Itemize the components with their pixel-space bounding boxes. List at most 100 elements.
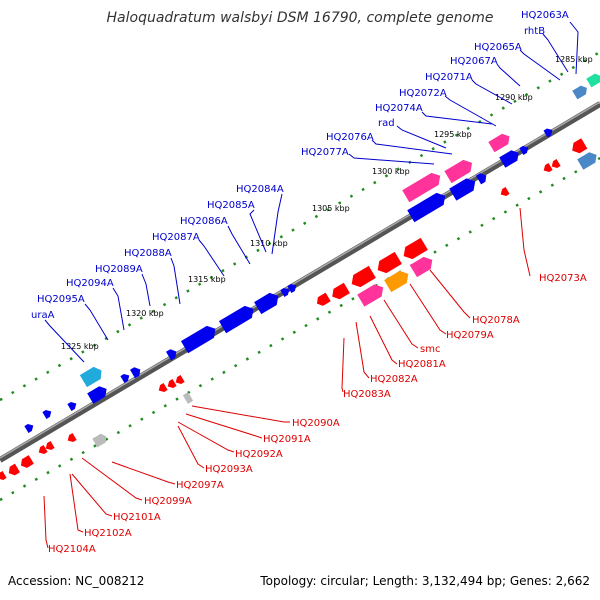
plus-strand-genes	[24, 73, 600, 433]
gene-arrow	[45, 441, 55, 450]
gene-label: HQ2088A	[124, 248, 172, 259]
gene-arrow	[332, 282, 350, 300]
gene-arrow	[167, 379, 177, 388]
gene-label: smc	[420, 344, 440, 355]
gene-label: HQ2063A	[521, 10, 569, 21]
gene-arrow	[38, 445, 48, 454]
gene-label: HQ2067A	[450, 56, 498, 67]
gene-arrow	[158, 383, 168, 392]
gene-arrow	[377, 251, 402, 274]
gene-arrow	[316, 292, 331, 306]
gene-label: uraA	[31, 310, 55, 321]
gene-arrow	[543, 128, 553, 138]
gene-arrow	[384, 270, 409, 293]
gene-arrow	[407, 192, 446, 223]
gene-label: HQ2083A	[343, 389, 391, 400]
gene-label: HQ2104A	[48, 544, 96, 555]
gene-arrow	[476, 173, 487, 185]
gene-label: HQ2087A	[152, 232, 200, 243]
minus-tick-line	[0, 156, 600, 502]
map-title: Haloquadratum walsbyi DSM 16790, complet…	[107, 10, 494, 26]
gene-arrow	[182, 392, 194, 404]
gene-arrow	[218, 305, 254, 334]
scale-label: 1325 kbp	[61, 342, 99, 351]
scale-label: 1320 kbp	[126, 309, 164, 318]
gene-arrow	[543, 163, 553, 172]
gene-arrow	[586, 73, 600, 88]
gene-arrow	[357, 284, 384, 307]
gene-label: HQ2091A	[263, 434, 311, 445]
gene-arrow	[409, 256, 433, 278]
gene-arrow	[254, 292, 279, 315]
scale-labels: 1285 kbp 1290 kbp 1295 kbp 1300 kbp 1305…	[61, 55, 593, 351]
gene-label: HQ2099A	[144, 496, 192, 507]
gene-label: HQ2084A	[236, 184, 284, 195]
gene-arrow	[175, 375, 185, 384]
gene-arrow	[402, 172, 441, 203]
gene-label: HQ2094A	[66, 278, 114, 289]
plus-strand-label-group: HQ2063A rhtB HQ2065A HQ2067A HQ2071A HQ2…	[31, 10, 569, 321]
scale-label: 1295 kbp	[434, 130, 472, 139]
scale-label: 1310 kbp	[250, 239, 288, 248]
gene-arrow	[551, 159, 561, 168]
gene-label: HQ2086A	[180, 216, 228, 227]
gene-label: HQ2081A	[398, 359, 446, 370]
scale-label: 1290 kbp	[495, 93, 533, 102]
gene-arrow	[8, 463, 20, 476]
accession-text: Accession: NC_008212	[8, 574, 144, 588]
gene-arrow	[403, 237, 428, 260]
gene-label: HQ2102A	[84, 528, 132, 539]
gene-arrow	[351, 265, 376, 288]
gene-arrow	[87, 386, 107, 404]
gene-arrow	[120, 374, 130, 383]
gene-arrow	[42, 410, 52, 419]
gene-arrow	[519, 146, 529, 155]
gene-arrow	[166, 349, 177, 361]
gene-arrow	[79, 366, 102, 388]
gene-arrow	[24, 424, 34, 433]
gene-label: HQ2085A	[207, 200, 255, 211]
gene-arrow	[572, 138, 588, 154]
gene-label: HQ2065A	[474, 42, 522, 53]
genome-summary-text: Topology: circular; Length: 3,132,494 bp…	[259, 574, 590, 588]
gene-label: HQ2077A	[301, 147, 349, 158]
gene-label: HQ2082A	[370, 374, 418, 385]
gene-arrow	[67, 433, 77, 442]
gene-arrow	[488, 133, 510, 153]
gene-arrow	[280, 288, 290, 297]
gene-arrow	[499, 150, 519, 168]
gene-label: HQ2093A	[205, 464, 253, 475]
gene-label: HQ2079A	[446, 330, 494, 341]
gene-label: HQ2078A	[472, 315, 520, 326]
gene-arrow	[180, 325, 216, 354]
gene-arrow	[0, 471, 7, 480]
minus-leader-lines	[43, 207, 531, 549]
gene-arrow	[287, 284, 297, 293]
gene-arrow	[444, 159, 473, 184]
scale-label: 1300 kbp	[372, 167, 410, 176]
minus-strand-genes	[0, 138, 597, 480]
gene-arrow	[572, 85, 587, 100]
gene-label: HQ2073A	[539, 273, 587, 284]
gene-arrow	[449, 178, 476, 201]
gene-label: rad	[378, 118, 395, 129]
gene-label: HQ2076A	[326, 132, 374, 143]
gene-label: HQ2095A	[37, 294, 85, 305]
gene-label: rhtB	[524, 26, 545, 37]
gene-label: HQ2092A	[235, 449, 283, 460]
minus-strand-label-group: HQ2073A HQ2078A HQ2079A smc HQ2081A HQ20…	[48, 273, 587, 555]
plus-leader-lines	[44, 21, 579, 363]
gene-arrow	[92, 433, 107, 448]
gene-label: HQ2089A	[95, 264, 143, 275]
gene-arrow	[20, 455, 34, 468]
gene-arrow	[67, 402, 77, 411]
scale-label: 1315 kbp	[188, 275, 226, 284]
gene-label: HQ2072A	[399, 88, 447, 99]
gene-label: HQ2097A	[176, 480, 224, 491]
gene-arrow	[577, 152, 597, 170]
scale-label: 1305 kbp	[312, 204, 350, 213]
gene-arrow	[130, 367, 141, 379]
scale-label: 1285 kbp	[555, 55, 593, 64]
gene-label: HQ2101A	[113, 512, 161, 523]
